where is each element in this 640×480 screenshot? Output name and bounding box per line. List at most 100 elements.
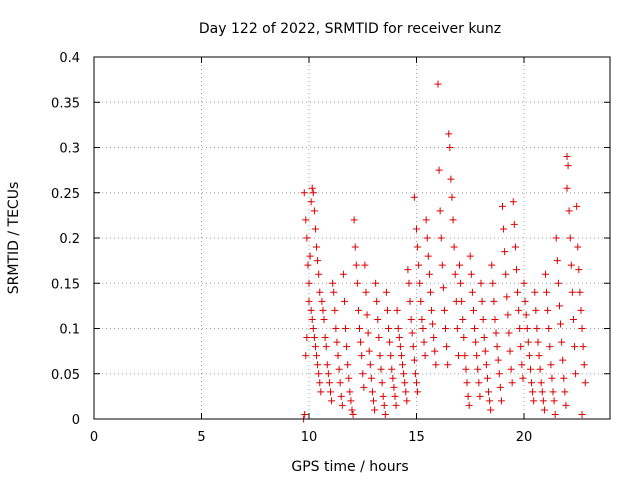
data-point [530,397,538,405]
data-point [348,406,356,414]
data-point [391,392,399,400]
data-point [430,334,438,342]
data-point [568,288,576,296]
data-point [395,334,403,342]
data-point [342,325,350,332]
data-point [405,279,413,287]
data-point [507,365,515,373]
data-point [309,325,317,332]
data-point [443,343,451,351]
data-point [393,306,401,314]
data-point [413,225,420,233]
data-point [476,392,484,400]
data-point [564,162,572,170]
data-point [558,338,566,346]
data-point [504,311,512,319]
data-point [351,243,359,251]
data-point [529,388,537,396]
data-point [387,352,395,360]
data-point [512,266,520,274]
data-point [354,306,362,314]
y-tick-label: 0.05 [51,368,80,383]
x-tick-label: 5 [197,430,205,445]
data-point [503,293,511,301]
data-point [313,352,321,360]
data-point [501,248,509,256]
data-point [315,370,323,378]
data-point [464,392,472,400]
data-point [414,243,422,251]
data-point [546,343,554,351]
data-point [346,388,354,396]
data-point [407,315,415,323]
data-point [417,297,425,305]
data-point [410,356,418,364]
data-point [323,361,331,369]
data-point [563,184,571,192]
data-point [376,352,384,360]
data-point [482,361,490,369]
chart-title: Day 122 of 2022, SRMTID for receiver kun… [199,21,501,37]
data-point [547,361,555,369]
data-point [388,365,396,373]
data-point [357,338,365,346]
data-point [566,234,574,242]
data-point [321,334,329,342]
data-point [550,397,558,405]
data-point [548,374,556,382]
x-tick-label: 0 [90,430,98,445]
data-point [375,334,383,342]
data-point [479,315,487,323]
data-point [314,361,322,369]
data-point [356,325,364,332]
data-point [336,379,344,387]
data-point [515,306,523,314]
data-point [383,306,391,314]
data-points [300,80,589,423]
data-point [533,325,541,332]
data-point [320,315,328,323]
data-point [373,297,381,305]
data-point [429,320,437,328]
data-point [347,397,355,405]
data-point [439,284,447,292]
data-point [379,392,387,400]
data-point [350,216,358,224]
data-point [460,334,468,342]
data-point [453,325,461,332]
data-point [525,352,533,360]
data-point [473,352,481,360]
data-point [305,279,313,287]
data-point [536,365,544,373]
data-point [418,315,426,323]
data-point [573,202,581,210]
data-point [500,225,508,233]
data-point [302,216,310,224]
data-point [397,352,405,360]
data-point [408,329,416,337]
data-point [377,365,385,373]
data-point [301,410,309,418]
data-point [471,325,479,332]
data-point [495,370,503,378]
data-point [578,325,586,332]
data-point [496,383,504,391]
data-point [328,397,336,405]
y-tick-label: 0.3 [59,142,80,157]
data-point [466,252,474,260]
data-point [396,343,404,351]
x-axis-label: GPS time / hours [291,459,408,475]
x-tick-label: 10 [301,430,318,445]
data-point [329,279,337,287]
data-point [340,297,348,305]
data-point [333,338,341,346]
data-point [531,288,539,296]
data-point [450,243,458,251]
data-point [422,216,430,224]
data-point [532,306,540,314]
data-point [521,297,529,305]
data-point [424,252,432,260]
data-point [425,270,433,278]
data-point [302,352,310,360]
data-point [431,347,439,355]
